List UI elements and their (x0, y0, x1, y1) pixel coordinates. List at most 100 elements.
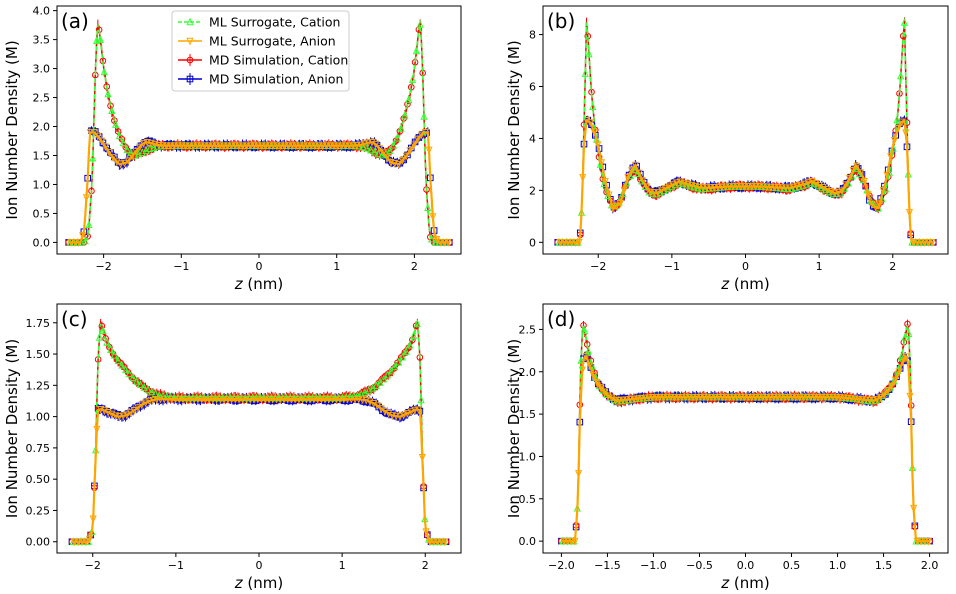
chart-panel: −2 −1 0 1 2 0 2 4 6 8 z (nm) Ion Number Density (M)… (505, 5, 949, 293)
ml-cation-marker (119, 138, 127, 147)
y-tick-label: 3.0 (33, 63, 51, 76)
x-tick-label: −1.5 (594, 559, 621, 572)
ml-cation-marker (413, 319, 421, 328)
panel-label: (d) (547, 307, 575, 331)
x-tick-label: 1 (816, 260, 823, 273)
y-tick-label: 2.5 (33, 92, 51, 105)
md-anion-line (561, 354, 930, 542)
md-cation-marker (427, 233, 434, 241)
y-tick-label: 0.5 (33, 207, 51, 220)
x-axis-label: z (nm) (720, 574, 769, 592)
legend-label: ML Surrogate, Cation (209, 15, 340, 30)
x-axis-label-var: z (720, 574, 730, 592)
x-tick-label: 0 (256, 260, 263, 273)
x-tick-label: 1 (333, 260, 340, 273)
md-cation-marker (594, 380, 602, 388)
md-cation-marker (139, 382, 147, 390)
ml-cation-marker (125, 369, 133, 378)
x-axis-label-unit: (nm) (729, 275, 770, 293)
ml-cation-marker (115, 131, 123, 139)
y-axis-label: Ion Number Density (M) (505, 40, 523, 219)
ml-cation-marker (395, 357, 403, 366)
md-cation-line (561, 323, 930, 542)
ml-cation-marker (122, 365, 130, 374)
axes-frame (56, 303, 462, 554)
x-axis-label-var: z (234, 574, 244, 592)
ml-anion-line (557, 118, 934, 244)
y-axis-label: Ion Number Density (M) (505, 339, 523, 518)
y-tick-label: 0.0 (519, 535, 537, 548)
y-tick-label: 1.0 (33, 178, 51, 191)
x-axis-label-unit: (nm) (729, 574, 770, 592)
x-tick-label: 1.0 (829, 559, 847, 572)
plot-area (68, 318, 450, 547)
ml-cation-marker (401, 110, 409, 119)
ml-anion-marker (899, 358, 907, 367)
md-cation-marker (409, 336, 416, 344)
legend-entry: MD Simulation, Anion (178, 72, 343, 87)
markers (554, 17, 937, 247)
legend-label: MD Simulation, Cation (209, 53, 348, 68)
ml-cation-marker (103, 338, 111, 346)
ml-cation-line (72, 323, 446, 543)
panel-label: (a) (61, 9, 89, 33)
x-tick-label: 2 (422, 559, 429, 572)
y-tick-label: 1.50 (26, 348, 51, 361)
x-axis-label-unit: (nm) (243, 275, 284, 293)
md-cation-line (72, 320, 446, 543)
plot-area (554, 17, 937, 247)
y-tick-label: 0.50 (26, 473, 51, 486)
md-cation-errorbars (581, 17, 912, 238)
y-tick-label: 1.0 (519, 450, 537, 463)
ml-cation-marker (133, 376, 141, 385)
x-tick-label: 1.5 (875, 559, 893, 572)
x-axis-label-var: z (720, 275, 730, 293)
ml-cation-marker (389, 140, 398, 149)
ml-cation-marker (387, 366, 395, 375)
legend-marker (186, 56, 194, 64)
y-axis-label: Ion Number Density (M) (3, 339, 21, 518)
x-tick-label: −2 (96, 260, 112, 273)
plot-area (65, 19, 453, 247)
chart-panel: −2 −1 0 1 2 0.0 0.5 1.0 1.5 2.0 2.5 3.0 3.5 4.0 z (nm)… (3, 5, 462, 293)
legend-entry: ML Surrogate, Anion (178, 34, 336, 49)
ml-anion-line (561, 354, 930, 543)
ml-anion-line (68, 131, 450, 244)
ml-anion-line (72, 398, 446, 543)
ml-cation-marker (391, 362, 399, 371)
y-tick-label: 0 (529, 236, 536, 249)
x-axis-label: z (nm) (234, 574, 283, 592)
x-tick-label: 1 (339, 559, 346, 572)
ml-cation-marker (397, 123, 405, 132)
x-tick-label: −2 (85, 559, 101, 572)
x-tick-label: 0 (742, 260, 749, 273)
ml-cation-marker (81, 236, 89, 245)
x-axis-label-var: z (234, 275, 244, 293)
md-anion-marker (99, 139, 107, 147)
chart-panel: −2 −1 0 1 2 0.00 0.25 0.50 0.75 1.00 1.25 1.50 1.75 z… (3, 303, 462, 592)
x-tick-label: 2.0 (921, 559, 939, 572)
y-tick-label: 2 (529, 184, 536, 197)
x-axis-label: z (nm) (234, 275, 283, 293)
x-tick-label: 2 (411, 260, 418, 273)
ml-cation-marker (405, 95, 413, 103)
y-tick-label: 1.75 (26, 317, 51, 330)
legend-marker (186, 75, 194, 83)
legend-box (171, 10, 350, 92)
x-tick-label: 0 (256, 559, 263, 572)
x-tick-label: −2 (590, 260, 606, 273)
ml-cation-marker (123, 145, 131, 154)
ml-cation-marker (129, 373, 137, 382)
md-anion-marker (375, 403, 383, 411)
y-tick-label: 1.5 (519, 408, 537, 421)
y-tick-label: 0.75 (26, 442, 51, 455)
x-tick-label: −1 (173, 260, 189, 273)
y-tick-label: 0.00 (26, 536, 51, 549)
ml-cation-marker (99, 326, 107, 334)
md-anion-line (72, 395, 446, 543)
panel-label: (b) (547, 9, 575, 33)
y-tick-label: 2.0 (519, 366, 537, 379)
ml-cation-marker (428, 234, 436, 243)
md-anion-line (557, 118, 934, 244)
y-tick-label: 4 (529, 132, 536, 145)
